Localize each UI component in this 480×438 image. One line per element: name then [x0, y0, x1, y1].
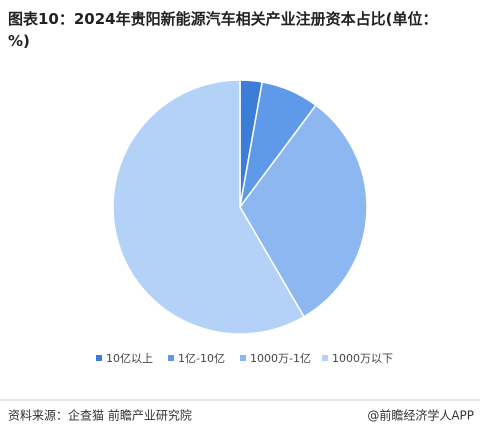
legend-label: 1000万以下: [332, 352, 393, 365]
pie-slice: [239, 104, 368, 318]
legend-swatch: [322, 355, 328, 361]
legend-label: 10亿以上: [106, 352, 153, 365]
legend-label: 1亿-10亿: [178, 352, 225, 365]
legend-swatch: [240, 355, 246, 361]
legend-swatch: [168, 355, 174, 361]
chart-title: 图表10：2024年贵阳新能源汽车相关产业注册资本占比(单位：%): [8, 10, 438, 50]
pie-slice: [112, 79, 305, 335]
legend-swatch: [96, 355, 102, 361]
credit: @前瞻经济学人APP: [367, 408, 474, 423]
legend-label: 1000万-1亿: [250, 352, 311, 365]
source: 资料来源：企查猫 前瞻产业研究院: [8, 408, 192, 423]
